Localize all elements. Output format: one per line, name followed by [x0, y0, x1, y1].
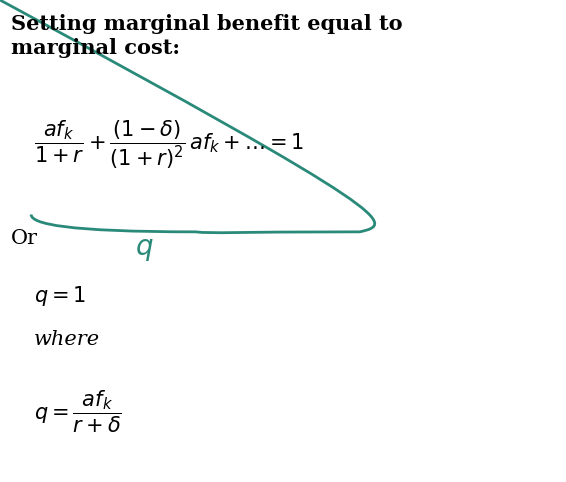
Text: $q=\dfrac{af_k}{r+\delta}$: $q=\dfrac{af_k}{r+\delta}$	[34, 389, 122, 435]
Text: Or: Or	[11, 229, 38, 248]
Text: $\dfrac{af_k}{1+r}+\dfrac{\left(1-\delta\right)}{\left(1+r\right)^{2}}\,af_k+\ld: $\dfrac{af_k}{1+r}+\dfrac{\left(1-\delta…	[34, 118, 305, 171]
Text: $q$: $q$	[135, 236, 153, 263]
Text: where: where	[34, 330, 100, 349]
Text: $q=1$: $q=1$	[34, 284, 86, 308]
Text: Setting marginal benefit equal to
marginal cost:: Setting marginal benefit equal to margin…	[11, 14, 403, 58]
